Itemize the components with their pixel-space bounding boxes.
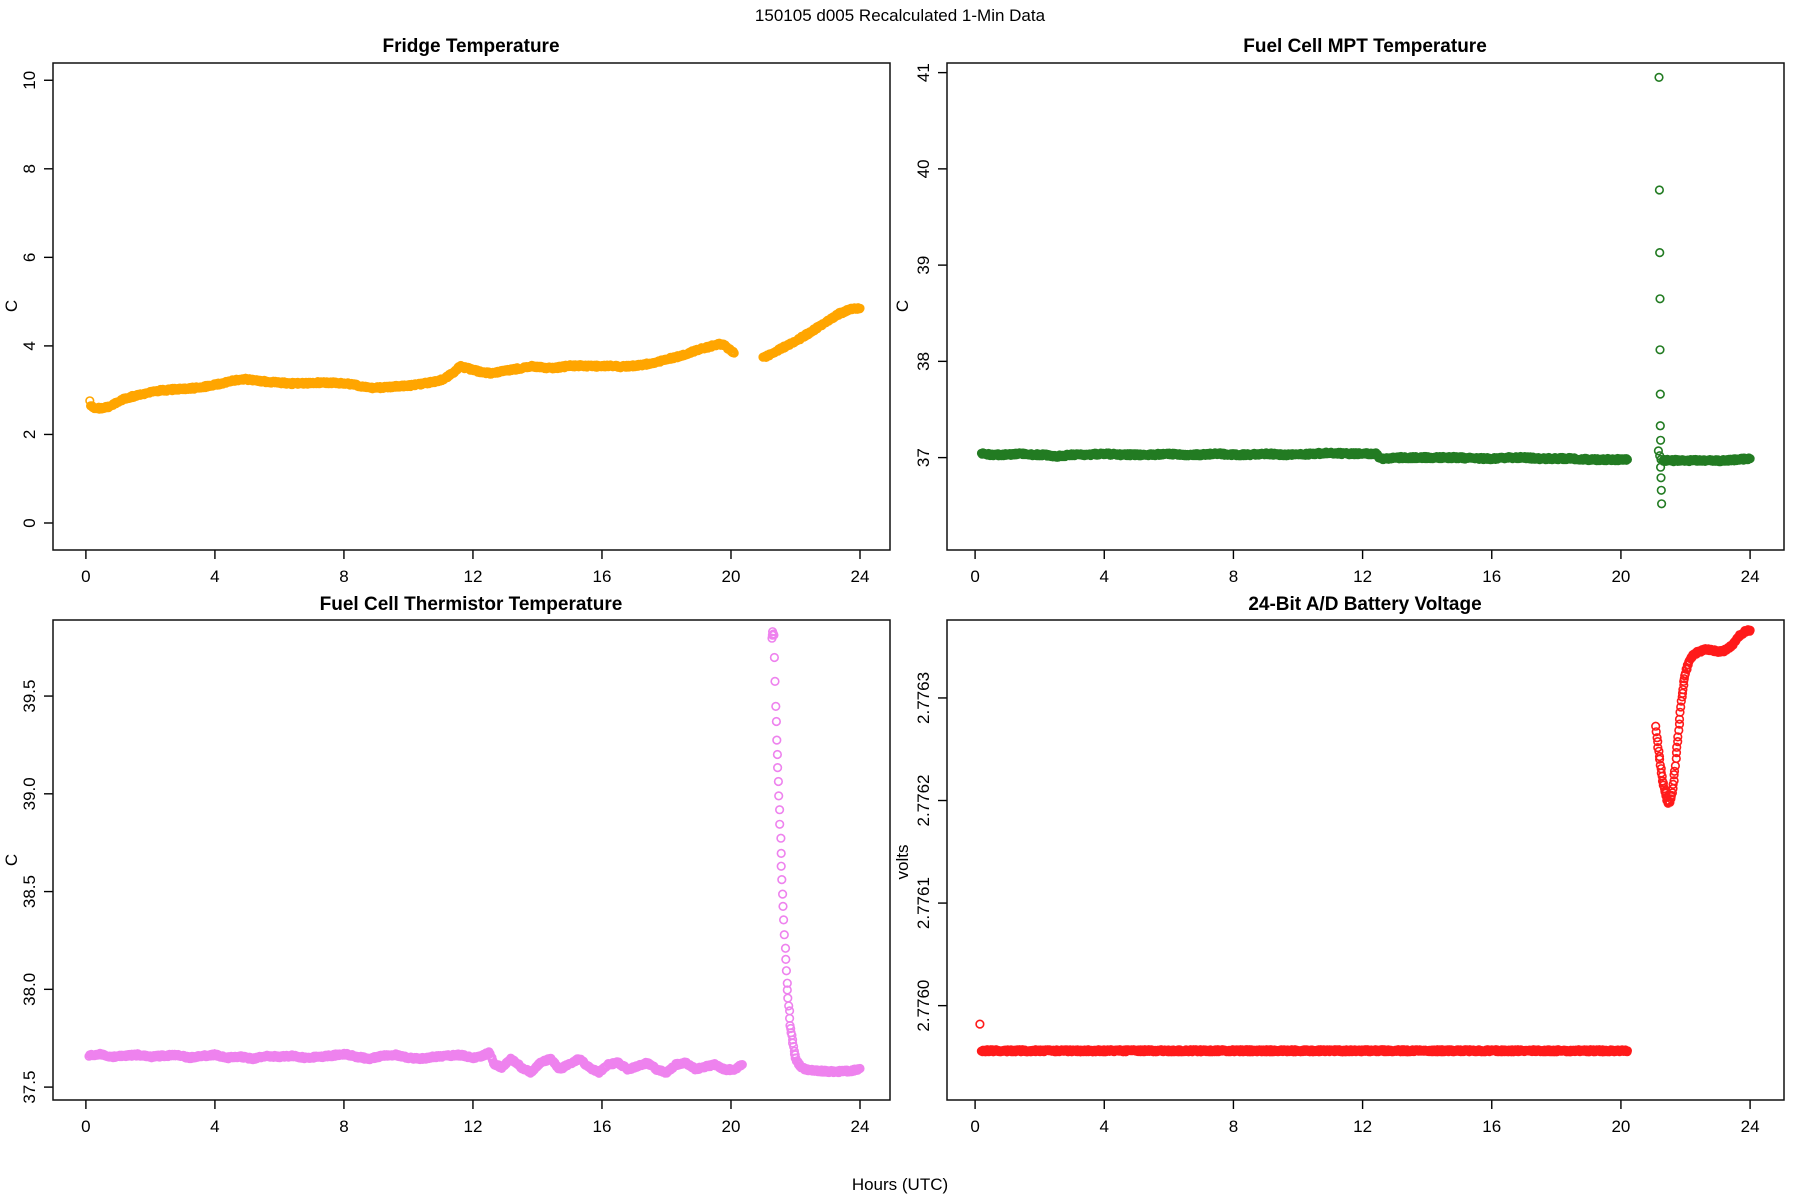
- x-tick-label: 24: [1741, 1117, 1760, 1136]
- series-group: [85, 303, 865, 414]
- y-tick-label: 38: [914, 352, 933, 371]
- x-tick-label: 8: [1229, 1117, 1238, 1136]
- y-tick-label: 39.5: [20, 680, 39, 713]
- x-tick-label: 0: [81, 567, 90, 586]
- plot-box: [52, 619, 891, 1101]
- y-tick-label: 40: [914, 159, 933, 178]
- series-battery-flat: [976, 1045, 1633, 1057]
- y-tick-label: 38.5: [20, 875, 39, 908]
- y-tick-label: 8: [20, 164, 39, 173]
- x-tick-label: 24: [851, 567, 870, 586]
- panel-fuel-cell-thermistor-temperature: 0 4 8 12 16 20 24 37.5 38.0 38.5 39.0 39.5: [20, 619, 891, 1136]
- series-mpt-main: [976, 447, 1633, 466]
- y-tick-label: 39.0: [20, 777, 39, 810]
- series-thermistor-spike-decay: [767, 627, 865, 1078]
- x-tick-label: 4: [1100, 567, 1109, 586]
- x-tick-label: 16: [1482, 567, 1501, 586]
- x-tick-label: 12: [1353, 1117, 1372, 1136]
- y-tick-label: 37: [914, 448, 933, 467]
- y-tick-label: 2: [20, 430, 39, 439]
- series-group: [976, 72, 1755, 509]
- plot-box: [52, 62, 891, 551]
- y-axis-label-thermistor: C: [2, 854, 21, 866]
- series-battery-outlier: [975, 1019, 985, 1029]
- panel-fuel-cell-mpt-temperature: 0 4 8 12 16 20 24 37 38 39 40 41: [914, 62, 1785, 586]
- panel-title-mpt: Fuel Cell MPT Temperature: [1243, 36, 1487, 57]
- x-tick-label: 16: [593, 567, 612, 586]
- x-tick-label: 8: [339, 1117, 348, 1136]
- main-title: 150105 d005 Recalculated 1-Min Data: [755, 6, 1046, 25]
- y-tick-label: 0: [20, 518, 39, 527]
- series-group: [975, 625, 1755, 1057]
- series-mpt-spike: [1653, 72, 1667, 509]
- x-tick-label: 12: [1353, 567, 1372, 586]
- y-tick-label: 2.7763: [914, 672, 933, 724]
- x-tick-label: 20: [722, 567, 741, 586]
- y-tick-label: 6: [20, 253, 39, 262]
- x-tick-label: 16: [593, 1117, 612, 1136]
- panel-title-thermistor: Fuel Cell Thermistor Temperature: [320, 594, 623, 615]
- y-tick-label: 2.7762: [914, 775, 933, 827]
- x-tick-label: 4: [210, 1117, 219, 1136]
- series-fridge-late: [758, 303, 865, 362]
- series-battery-vcurve: [1651, 625, 1755, 808]
- x-tick-label: 20: [722, 1117, 741, 1136]
- y-tick-label: 39: [914, 256, 933, 275]
- x-tick-label: 12: [463, 567, 482, 586]
- x-tick-label: 0: [970, 1117, 979, 1136]
- y-tick-label: 4: [20, 341, 39, 350]
- x-tick-label: 4: [1100, 1117, 1109, 1136]
- plot-box: [946, 619, 1785, 1101]
- y-tick-label: 10: [20, 71, 39, 90]
- x-tick-label: 20: [1611, 1117, 1630, 1136]
- y-tick-label: 37.5: [20, 1071, 39, 1104]
- series-group: [84, 627, 865, 1078]
- x-tick-label: 4: [210, 567, 219, 586]
- x-tick-label: 0: [81, 1117, 90, 1136]
- y-tick-label: 2.7761: [914, 877, 933, 929]
- series-thermistor-main: [84, 1047, 747, 1078]
- series-mpt-late: [1658, 453, 1755, 467]
- panel-title-battery: 24-Bit A/D Battery Voltage: [1248, 594, 1481, 615]
- plot-box: [946, 62, 1785, 551]
- y-tick-label: 2.7760: [914, 980, 933, 1032]
- panel-battery-voltage: 0 4 8 12 16 20 24 2.7760 2.7761 2.7762 2.7763: [914, 619, 1785, 1136]
- x-tick-label: 12: [463, 1117, 482, 1136]
- x-tick-label: 8: [1229, 567, 1238, 586]
- x-tick-label: 24: [851, 1117, 870, 1136]
- y-tick-label: 38.0: [20, 973, 39, 1006]
- y-axis-label-mpt: C: [893, 300, 912, 312]
- y-axis-label-battery: volts: [893, 845, 912, 880]
- panel-title-fridge: Fridge Temperature: [382, 36, 559, 57]
- x-tick-label: 20: [1611, 567, 1630, 586]
- y-axis-label-fridge: C: [2, 300, 21, 312]
- y-tick-label: 41: [914, 63, 933, 82]
- x-tick-label: 0: [970, 567, 979, 586]
- series-fridge-main: [86, 338, 739, 414]
- x-axis-label-hours: Hours (UTC): [852, 1175, 948, 1194]
- x-tick-label: 24: [1741, 567, 1760, 586]
- x-tick-label: 8: [339, 567, 348, 586]
- x-tick-label: 16: [1482, 1117, 1501, 1136]
